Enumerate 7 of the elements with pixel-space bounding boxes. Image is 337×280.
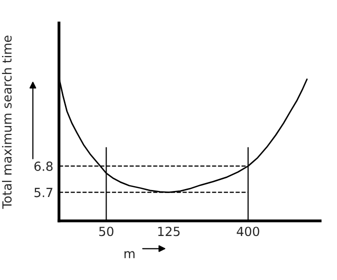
x-tick-label: 50 xyxy=(99,226,114,236)
x-axis-title: m xyxy=(124,251,135,258)
y-axis-title: Total maximum search time xyxy=(2,36,12,209)
y-tick-label: 5.7 xyxy=(34,188,52,198)
y-tick-label: 6.8 xyxy=(34,162,53,171)
x-tick-label: 400 xyxy=(236,226,260,236)
x-tick-label: 125 xyxy=(158,226,180,236)
